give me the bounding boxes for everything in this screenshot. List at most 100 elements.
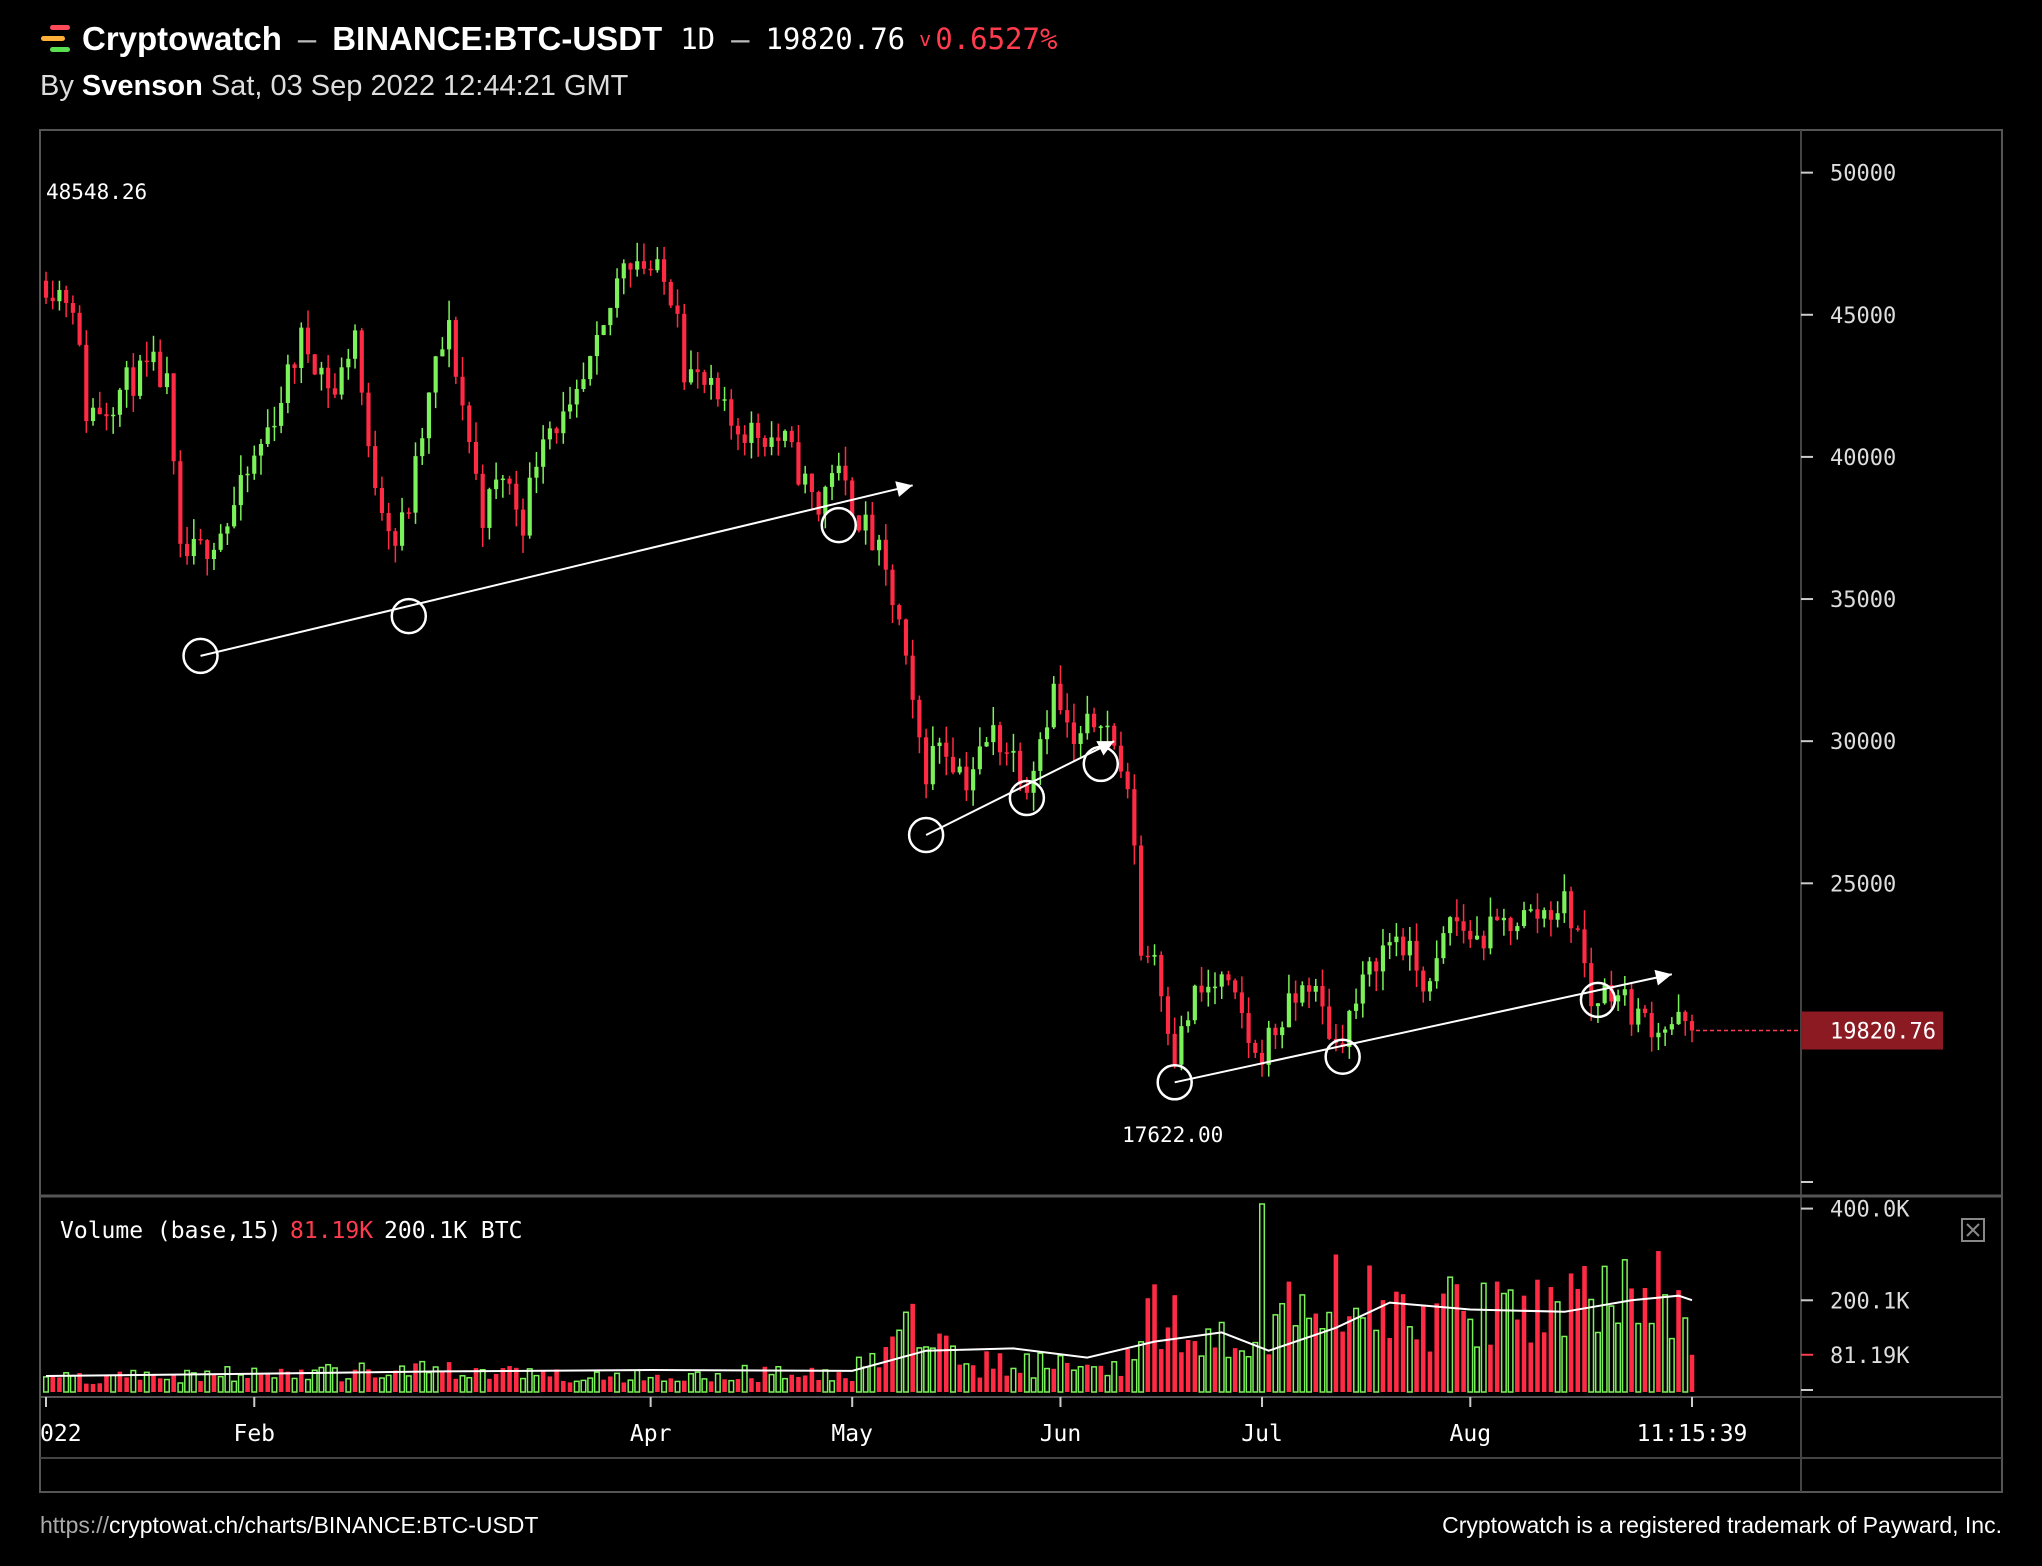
volume-axis: 400.0K 200.1K 81.19K [1801, 1198, 1910, 1391]
close-x-icon[interactable] [1961, 1218, 1985, 1242]
candle-body [1441, 933, 1446, 959]
volume-bar [258, 1374, 264, 1392]
volume-bar [1091, 1366, 1098, 1393]
volume-bar [1594, 1331, 1601, 1393]
volume-bar [1621, 1259, 1628, 1393]
candle-body [903, 619, 909, 656]
low-price-label: 17622.00 [1122, 1123, 1223, 1147]
volume-bar [1225, 1356, 1232, 1393]
candle-body [668, 281, 673, 306]
volume-bar [722, 1379, 727, 1392]
candle-body [910, 655, 915, 700]
candle-body [500, 478, 505, 481]
candle-body [1233, 980, 1238, 993]
volume-bar [1601, 1265, 1608, 1393]
candle-body [722, 399, 727, 401]
volume-bar [211, 1374, 217, 1392]
volume-bar [231, 1380, 238, 1393]
volume-bar [781, 1377, 789, 1393]
candle-body [816, 492, 821, 515]
candle-body [185, 543, 190, 557]
volume-bar [694, 1371, 701, 1393]
volume-bar [440, 1371, 445, 1392]
candle-body [742, 434, 747, 443]
volume-bar [1394, 1291, 1399, 1392]
candle-body [211, 549, 217, 560]
candle-body [480, 473, 485, 528]
author-name[interactable]: Svenson [81, 70, 203, 102]
volume-bar [1461, 1310, 1466, 1392]
volume-bar [325, 1363, 332, 1393]
volume-bar [802, 1375, 808, 1392]
volume-bar [714, 1373, 721, 1393]
candle-body [635, 261, 640, 270]
candle-body [1018, 750, 1023, 785]
volume-bar [1165, 1327, 1171, 1392]
candle-body [1669, 1024, 1674, 1030]
price-markers: 48548.26 17622.00 19820.76 [46, 180, 1943, 1147]
candle-body [1568, 891, 1574, 929]
candle-body [57, 290, 62, 302]
candle-body [1401, 936, 1406, 956]
timeframe[interactable]: 1D [680, 22, 716, 56]
candle-body [803, 473, 808, 485]
candle-body [1582, 929, 1587, 964]
candle-body [823, 486, 828, 515]
last-price: 19820.76 [765, 22, 906, 56]
volume-bar [1608, 1305, 1615, 1393]
volume-bar [1473, 1346, 1481, 1393]
candle-body [964, 766, 969, 791]
volume-bar [1521, 1295, 1527, 1392]
price-change: v 0.6527% [919, 22, 1057, 56]
touch-point-circle [390, 597, 428, 635]
chart-border [39, 129, 2003, 1493]
header-separator: – [297, 20, 317, 57]
volume-bar [1192, 1341, 1198, 1392]
volume-bar [1340, 1331, 1345, 1392]
candle-body [561, 411, 566, 434]
candle-body [346, 358, 351, 368]
touch-point-circle [820, 506, 858, 544]
candle-body [883, 539, 888, 570]
candle-body [1253, 1042, 1258, 1053]
volume-bar [519, 1377, 527, 1393]
volume-bar [890, 1336, 895, 1392]
brand-name[interactable]: Cryptowatch [82, 20, 282, 57]
candle-body [137, 360, 143, 396]
candle-body [467, 405, 472, 443]
url-path: cryptowat.ch/charts/BINANCE:BTC-USDT [109, 1512, 539, 1538]
touch-point-circle [1008, 779, 1046, 817]
volume-bar [1406, 1326, 1413, 1393]
volume-bar [728, 1379, 735, 1393]
footer-url[interactable]: https://cryptowat.ch/charts/BINANCE:BTC-… [40, 1512, 538, 1539]
candle-body [1051, 683, 1056, 728]
candle-body [64, 290, 69, 304]
candle-body [957, 766, 962, 773]
volume-bar [741, 1364, 748, 1393]
volume-bar [1333, 1254, 1339, 1392]
pair-name[interactable]: BINANCE:BTC-USDT [332, 20, 663, 57]
candle-body [541, 439, 546, 467]
candle-body [191, 538, 196, 557]
candle-body [890, 569, 895, 606]
volume-bar [1051, 1368, 1057, 1392]
volume-bar [1319, 1327, 1326, 1393]
candle-body [292, 364, 297, 369]
candle-body [1145, 955, 1150, 958]
volume-bar [425, 1371, 432, 1393]
volume-bar [217, 1375, 224, 1393]
volume-bar [1258, 1203, 1266, 1393]
candle-body [1206, 986, 1211, 993]
volume-bar [681, 1380, 687, 1392]
trend-lines[interactable] [182, 481, 1673, 1101]
volume-bar [1077, 1365, 1084, 1393]
time-tick-label: Feb [233, 1421, 275, 1447]
volume-bar [561, 1380, 566, 1392]
volume-bar [768, 1373, 775, 1393]
candle-body [1649, 1013, 1654, 1038]
footer-trademark: Cryptowatch is a registered trademark of… [1442, 1512, 2002, 1538]
volume-bar [1070, 1369, 1077, 1393]
candle-body [971, 769, 976, 791]
volume-bar [937, 1333, 942, 1392]
